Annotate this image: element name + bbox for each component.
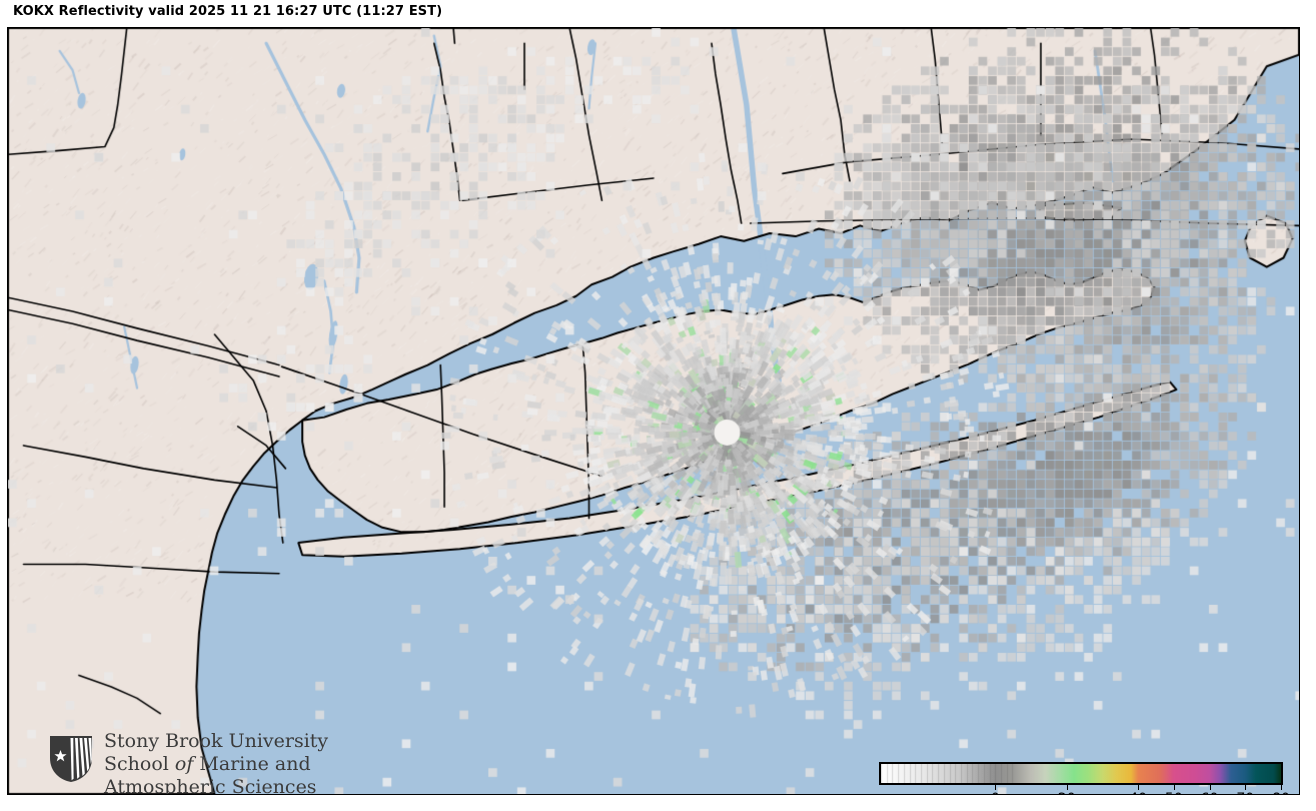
colorbar-tick-0 xyxy=(995,785,997,790)
reflectivity-colorbar: 0 20 40 50 60 70 80 xyxy=(879,762,1290,794)
colorbar-label-20: 20 xyxy=(1058,791,1076,794)
colorbar-tick-50 xyxy=(1173,785,1175,790)
colorbar-gradient-bar xyxy=(879,762,1283,785)
colorbar-label-70: 70 xyxy=(1236,791,1254,794)
colorbar-label-0: 0 xyxy=(991,791,1000,794)
colorbar-tick-60 xyxy=(1209,785,1211,790)
colorbar-tick-20 xyxy=(1066,785,1068,790)
colorbar-tick-80 xyxy=(1281,785,1282,790)
map-frame[interactable]: Stony Brook University School of Marine … xyxy=(7,27,1300,795)
colorbar-tick-labels: 0 20 40 50 60 70 80 xyxy=(879,791,1290,794)
colorbar-ticks xyxy=(879,785,1283,791)
page-title: KOKX Reflectivity valid 2025 11 21 16:27… xyxy=(13,4,443,19)
colorbar-label-50: 50 xyxy=(1165,791,1183,794)
colorbar-label-60: 60 xyxy=(1201,791,1219,794)
colorbar-label-40: 40 xyxy=(1129,791,1147,794)
colorbar-tick-70 xyxy=(1245,785,1247,790)
colorbar-gradient-canvas xyxy=(881,764,1281,783)
colorbar-tick-40 xyxy=(1138,785,1140,790)
radar-reflectivity-canvas xyxy=(8,28,1299,794)
colorbar-label-80: 80 xyxy=(1272,791,1290,794)
